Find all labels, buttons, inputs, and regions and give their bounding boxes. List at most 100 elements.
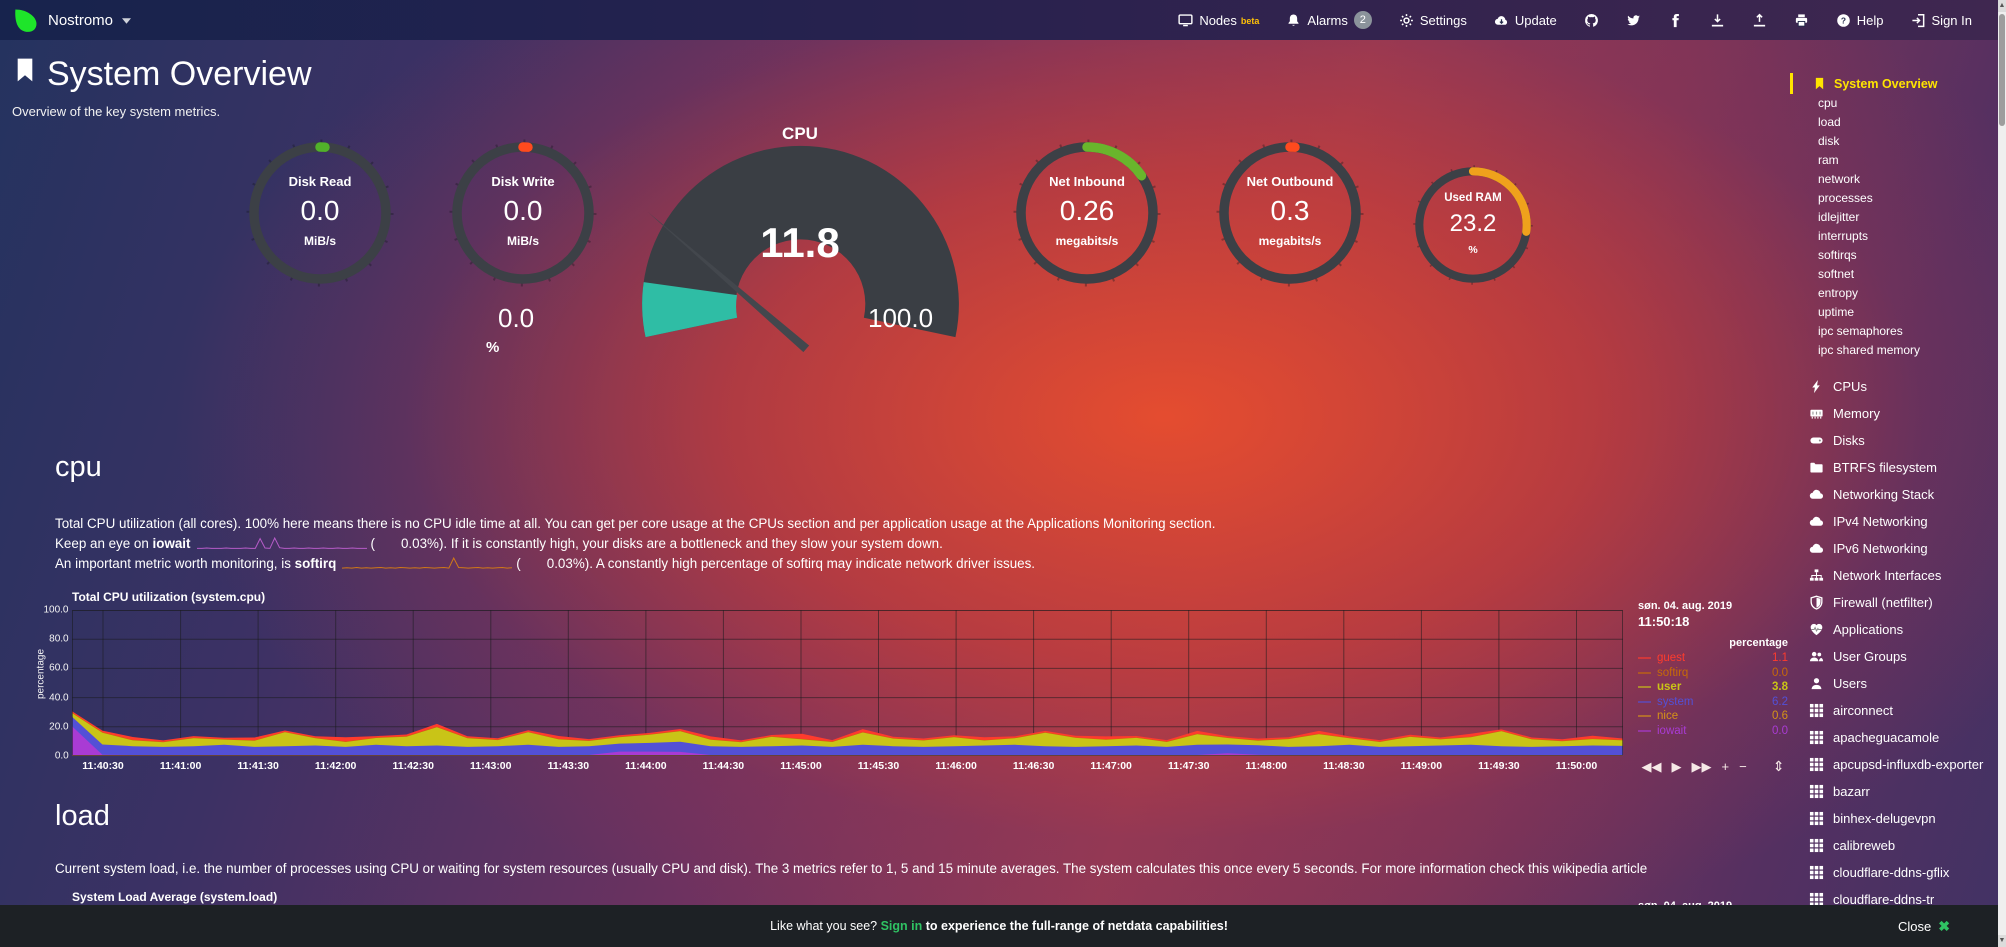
sidebar-link-interrupts[interactable]: interrupts [1818,229,1869,243]
sidebar-section-apcupsd-influxdb-exporter[interactable]: apcupsd-influxdb-exporter [1790,751,1998,778]
sidebar-section-users[interactable]: Users [1790,670,1998,697]
zoom-in-button[interactable]: + [1721,759,1730,774]
sidebar-link-ipc-semaphores[interactable]: ipc semaphores [1818,324,1903,338]
sidebar-section-calibreweb[interactable]: calibreweb [1790,832,1998,859]
skip-back-button[interactable]: ◀◀ [1641,758,1662,774]
legend-swatch [1638,715,1651,718]
gauge-label: Net Outbound [1246,174,1334,189]
scroll-down-arrow[interactable]: ▼ [1998,935,2006,947]
sidebar-section-ipv4-networking[interactable]: IPv4 Networking [1790,508,1998,535]
svg-text:?: ? [1841,15,1846,25]
sidebar-section-apacheguacamole[interactable]: apacheguacamole [1790,724,1998,751]
legend-row-guest[interactable]: guest 1.1 [1638,651,1788,666]
legend-swatch [1638,686,1651,689]
sidebar-section-memory[interactable]: Memory [1790,400,1998,427]
sidebar-section-networking-stack[interactable]: Networking Stack [1790,481,1998,508]
sidebar-section-cloudflare-ddns-gflix[interactable]: cloudflare-ddns-gflix [1790,859,1998,886]
sidebar-link-ram[interactable]: ram [1818,153,1839,167]
main-content: System Overview Overview of the key syst… [0,40,1790,947]
netdata-logo-icon[interactable] [12,7,39,34]
sidebar-section-cloudflare-ddns-tr[interactable]: cloudflare-ddns-tr [1790,886,1998,913]
cpu-gauge-arc [642,145,959,353]
sidebar-section-cpus[interactable]: CPUs [1790,373,1998,400]
grid-icon [1808,757,1824,772]
nav-update[interactable]: Update [1494,13,1557,28]
footer-close-button[interactable]: Close ✖ [1898,917,1950,934]
legend-swatch [1638,671,1651,674]
nav-github[interactable] [1584,13,1599,28]
gauge-disk-read[interactable]: Disk Read 0.0 MiB/s [245,138,395,288]
sidebar-section-airconnect[interactable]: airconnect [1790,697,1998,724]
sidebar-section-firewall-netfilter-[interactable]: Firewall (netfilter) [1790,589,1998,616]
gauges-row: Disk Read 0.0 MiB/s Disk Write 0.0 MiB/s [0,123,1790,381]
wikipedia-link[interactable]: this wikipedia article [1528,861,1648,876]
scrollbar-thumb[interactable] [1999,14,2005,126]
legend-row-softirq[interactable]: softirq 0.0 [1638,666,1788,681]
sidebar-section-applications[interactable]: Applications [1790,616,1998,643]
signin-icon [1911,13,1926,28]
legend-row-iowait[interactable]: iowait 0.0 [1638,724,1788,739]
nav-export[interactable] [1752,13,1767,28]
desktop-icon [1178,13,1193,28]
gauge-net-inbound[interactable]: Net Inbound 0.26 megabits/s [1012,138,1162,288]
facebook-icon [1668,13,1683,28]
page-scrollbar[interactable]: ▲ ▼ [1998,0,2006,947]
download-icon [1710,13,1725,28]
sidebar-section-network-interfaces[interactable]: Network Interfaces [1790,562,1998,589]
sidebar-section-ipv6-networking[interactable]: IPv6 Networking [1790,535,1998,562]
sidebar-link-softnet[interactable]: softnet [1818,267,1855,281]
sidebar-link-softirqs[interactable]: softirqs [1818,248,1857,262]
nav-settings[interactable]: Settings [1399,13,1467,28]
gauge-value: 11.8 [760,219,840,266]
gauge-used-ram[interactable]: Used RAM 23.2 % [1412,164,1534,286]
zoom-out-button[interactable]: − [1739,759,1747,774]
footer-signin-link[interactable]: Sign in [880,919,923,933]
sidebar-section-user-groups[interactable]: User Groups [1790,643,1998,670]
gauge-disk-write[interactable]: Disk Write 0.0 MiB/s [448,138,598,288]
sidebar-link-ipc-shared-memory[interactable]: ipc shared memory [1818,343,1921,357]
nav-nodes[interactable]: Nodes beta [1178,13,1259,28]
scroll-up-arrow[interactable]: ▲ [1998,0,2006,12]
y-tick: 0.0 [54,750,69,762]
x-tick: 11:48:00 [1245,760,1287,772]
gauge-cpu[interactable]: CPU 11.8 0.0 100.0 % [470,123,1000,363]
legend-row-system[interactable]: system 6.2 [1638,695,1788,710]
nav-signin[interactable]: Sign In [1911,13,1972,28]
hostname-selector[interactable]: Nostromo [48,11,114,29]
nav-import[interactable] [1710,13,1725,28]
sidebar-link-cpu[interactable]: cpu [1818,96,1838,110]
cpu-plot-area[interactable] [72,610,1623,756]
gauge-units: MiB/s [303,234,336,248]
nav-print[interactable] [1794,13,1809,28]
sidebar-link-network[interactable]: network [1818,172,1861,186]
legend-date: søn. 04. aug. 2019 [1638,600,1733,612]
sidebar-link-load[interactable]: load [1818,115,1841,129]
skip-forward-button[interactable]: ▶▶ [1691,758,1712,774]
cpu-section-heading: cpu [55,451,102,483]
sidebar-link-uptime[interactable]: uptime [1818,305,1855,319]
nav-alarms[interactable]: Alarms 2 [1286,11,1372,29]
sidebar-link-idlejitter[interactable]: idlejitter [1818,210,1860,224]
legend-row-user[interactable]: user 3.8 [1638,680,1788,695]
gauge-units: megabits/s [1055,234,1119,248]
print-icon [1794,13,1809,28]
sidebar-section-binhex-delugevpn[interactable]: binhex-delugevpn [1790,805,1998,832]
question-icon: ? [1836,13,1851,28]
shield-icon [1808,595,1824,610]
sidebar-link-processes[interactable]: processes [1818,191,1873,205]
sidebar-section-disks[interactable]: Disks [1790,427,1998,454]
sidebar-link-disk[interactable]: disk [1818,134,1840,148]
sidebar-item-system-overview[interactable]: System Overview [1790,73,1998,94]
nav-help[interactable]: ? Help [1836,13,1884,28]
gauge-net-outbound[interactable]: Net Outbound 0.3 megabits/s [1215,138,1365,288]
sidebar-section-btrfs-filesystem[interactable]: BTRFS filesystem [1790,454,1998,481]
resize-handle[interactable]: ⇕ [1772,758,1785,774]
nav-twitter[interactable] [1626,13,1641,28]
legend-row-nice[interactable]: nice 0.6 [1638,709,1788,724]
x-tick: 11:49:00 [1400,760,1443,772]
sidebar-section-bazarr[interactable]: bazarr [1790,778,1998,805]
sidebar-link-entropy[interactable]: entropy [1818,286,1859,300]
nav-facebook[interactable] [1668,13,1683,28]
play-button[interactable]: ▶ [1671,758,1682,774]
chevron-down-icon[interactable] [122,11,132,29]
